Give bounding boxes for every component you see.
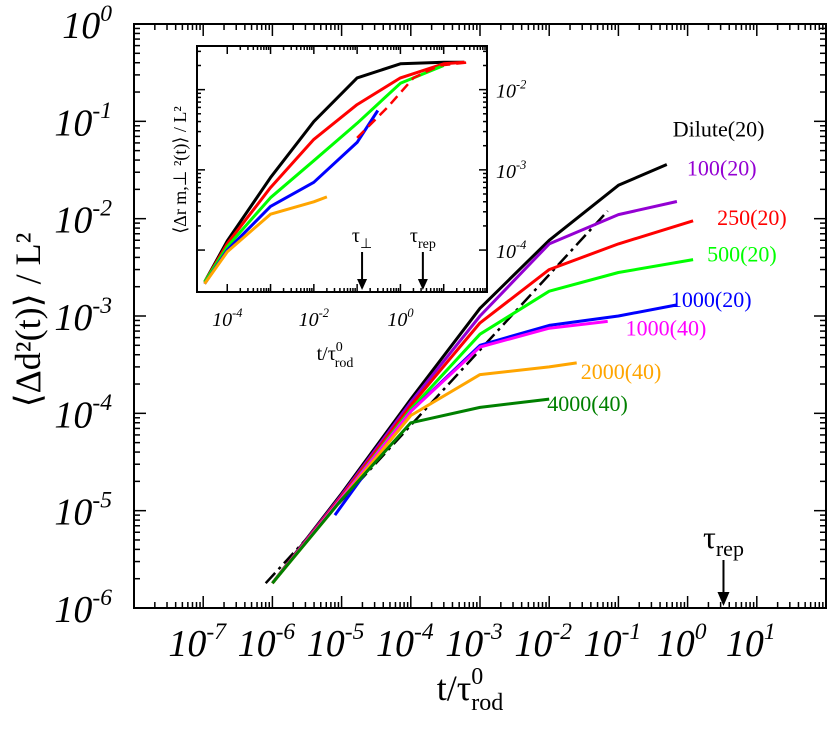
inset-series-line [203,195,328,285]
inset-annotation-label: τrep [410,225,436,252]
main-series-group [271,163,694,585]
x-axis-label: t/τ0 rod [437,664,503,716]
inset-annotations: τ⊥ τrep [352,225,436,290]
inset-annotation-arrowhead [417,279,428,290]
legend-label: 1000(40) [626,315,707,340]
legend-label: 1000(20) [671,287,752,312]
inset-series-group [203,60,470,285]
legend-label: 2000(40) [581,359,662,384]
legend-label: Dilute(20) [673,117,765,142]
inset-axis-ticks [197,46,488,292]
inset-series-line [203,60,465,283]
inset-tick-labels: 10-4 10-2 100 10-4 10-3 10-2 [212,78,526,331]
series-line [271,397,550,585]
inset-x-axis-label: t/τ0 rod [317,340,354,371]
series-line [271,258,694,585]
legend-label: 250(20) [717,205,787,230]
main-axis-ticks [133,23,827,609]
y-tick-label: 100 [62,1,112,47]
y-tick-label: 10-4 [54,390,112,436]
x-tick-label: 10-1 [584,619,642,665]
y-tick-label: 10-3 [54,293,112,339]
tau-rep-arrowhead [717,592,730,606]
x-tick-label: 10-7 [168,619,227,665]
tau-rep-annotation: τrep [703,519,744,606]
inset-plot-frame [196,45,488,293]
inset-series-line [203,64,445,283]
x-tick-label: 10-4 [376,619,434,665]
x-tick-label: 10-6 [238,619,296,665]
inset-series-line [356,60,470,139]
inset-y-tick-label: 10-3 [496,158,526,183]
inset-annotation-label: τ⊥ [352,225,372,252]
y-tick-label: 10-2 [54,196,112,242]
inset-y-axis-label: ⟨Δr m,⊥ ²(t)⟩ / L² [170,106,191,234]
inset-y-tick-label: 10-4 [496,238,526,263]
inset-y-tick-label: 10-2 [496,78,526,103]
inset-x-tick-label: 10-4 [212,306,242,331]
main-tick-labels: 10-7 10-6 10-5 10-4 10-3 10-2 10-1 100 10110-610… [54,1,775,665]
x-tick-label: 10-5 [307,619,365,665]
x-tick-label: 10-2 [514,619,572,665]
y-tick-label: 10-5 [54,488,112,534]
x-tick-label: 101 [726,619,776,665]
inset-x-tick-label: 100 [387,306,414,331]
x-tick-label: 10-3 [445,619,503,665]
legend-label: 500(20) [707,242,777,267]
legend-label: 4000(40) [547,391,628,416]
tau-rep-label: τrep [703,519,744,561]
main-legend: Dilute(20) 100(20) 250(20) 500(20) 1000(20) 1… [547,117,787,417]
inset-annotation-arrowhead [357,279,368,290]
y-tick-label: 10-1 [54,98,112,144]
y-tick-label: 10-6 [54,585,112,631]
legend-label: 100(20) [687,156,757,181]
y-axis-label: ⟨Δd²(t)⟩ / L² [8,233,48,408]
inset-x-tick-label: 10-2 [299,306,329,331]
x-tick-label: 100 [657,619,707,665]
inset-series-line [203,60,465,283]
